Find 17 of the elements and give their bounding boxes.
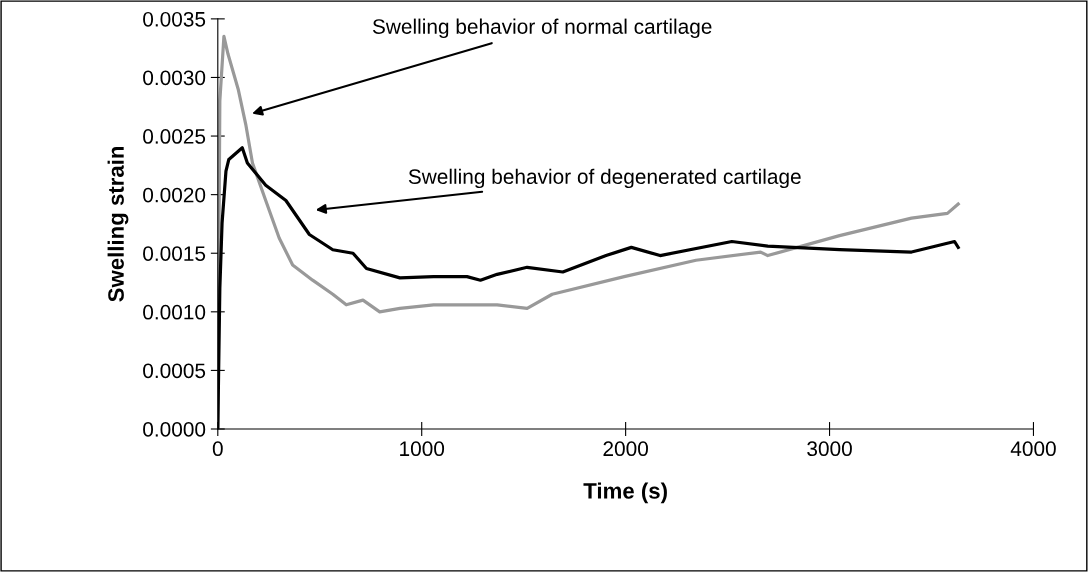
y-tick-label: 0.0005 [143,363,206,379]
x-tick-label: 4000 [1010,441,1056,457]
y-tick-label: 0.0020 [143,187,206,203]
x-tick-label: 3000 [807,441,852,457]
x-tick-label: 0 [212,441,223,457]
y-tick-label: 0.0010 [143,304,206,320]
annotation: Swelling behavior of degenerated cartilage [408,168,801,189]
y-tick-label: 0.0000 [143,422,206,437]
x-axis-title: Time (s) [583,482,667,504]
x-tick-label: 2000 [603,441,648,457]
y-tick-label: 0.0030 [143,70,206,86]
y-tick-label: 0.0035 [143,11,206,27]
x-tick-label: 1000 [400,441,445,457]
y-tick-label: 0.0015 [143,246,206,261]
annotation: Swelling behavior of normal cartilage [372,18,712,39]
y-tick-label: 0.0025 [143,129,206,144]
y-axis-title: Swelling strain [107,146,129,302]
